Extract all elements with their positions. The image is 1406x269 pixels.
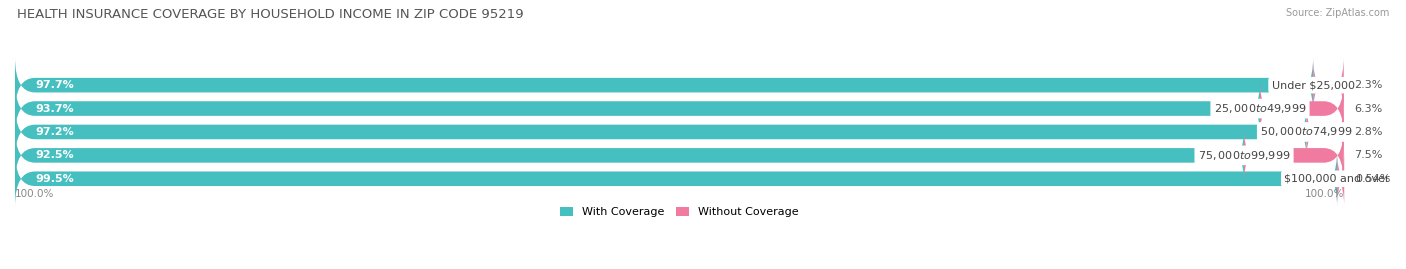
Text: 6.3%: 6.3%: [1354, 104, 1382, 114]
FancyBboxPatch shape: [1306, 104, 1344, 160]
FancyBboxPatch shape: [15, 151, 1344, 207]
Text: $25,000 to $49,999: $25,000 to $49,999: [1213, 102, 1306, 115]
Text: 100.0%: 100.0%: [15, 189, 55, 199]
FancyBboxPatch shape: [1313, 57, 1344, 113]
Legend: With Coverage, Without Coverage: With Coverage, Without Coverage: [560, 207, 799, 217]
Text: 7.5%: 7.5%: [1354, 150, 1382, 160]
Text: 99.5%: 99.5%: [35, 174, 73, 184]
FancyBboxPatch shape: [15, 128, 1344, 183]
Text: $100,000 and over: $100,000 and over: [1284, 174, 1389, 184]
FancyBboxPatch shape: [15, 81, 1344, 136]
FancyBboxPatch shape: [15, 128, 1244, 183]
Text: Under $25,000: Under $25,000: [1271, 80, 1354, 90]
FancyBboxPatch shape: [15, 151, 1337, 207]
Text: 93.7%: 93.7%: [35, 104, 73, 114]
Text: 97.7%: 97.7%: [35, 80, 73, 90]
Text: Source: ZipAtlas.com: Source: ZipAtlas.com: [1285, 8, 1389, 18]
Text: 0.54%: 0.54%: [1355, 174, 1391, 184]
Text: HEALTH INSURANCE COVERAGE BY HOUSEHOLD INCOME IN ZIP CODE 95219: HEALTH INSURANCE COVERAGE BY HOUSEHOLD I…: [17, 8, 523, 21]
FancyBboxPatch shape: [15, 104, 1344, 160]
FancyBboxPatch shape: [15, 81, 1260, 136]
FancyBboxPatch shape: [1244, 128, 1344, 183]
FancyBboxPatch shape: [15, 104, 1306, 160]
Text: 2.3%: 2.3%: [1354, 80, 1382, 90]
Text: 2.8%: 2.8%: [1354, 127, 1384, 137]
Text: 100.0%: 100.0%: [1305, 189, 1344, 199]
FancyBboxPatch shape: [1260, 81, 1344, 136]
FancyBboxPatch shape: [15, 57, 1344, 113]
FancyBboxPatch shape: [1324, 151, 1357, 207]
Text: $75,000 to $99,999: $75,000 to $99,999: [1198, 149, 1291, 162]
Text: $50,000 to $74,999: $50,000 to $74,999: [1260, 125, 1353, 139]
Text: 97.2%: 97.2%: [35, 127, 73, 137]
FancyBboxPatch shape: [15, 57, 1313, 113]
Text: 92.5%: 92.5%: [35, 150, 73, 160]
